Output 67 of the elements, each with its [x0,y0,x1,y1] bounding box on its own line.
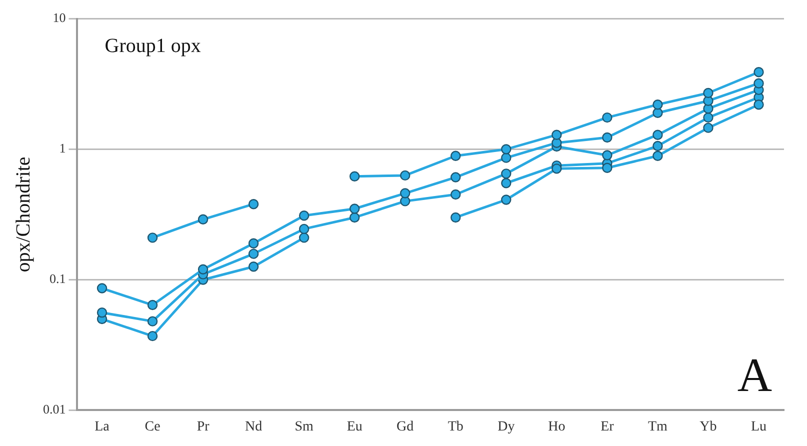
point [147,300,158,310]
x-tick-label: Yb [700,419,717,434]
point [96,283,108,294]
point [602,112,612,123]
y-tick-label: 0.1 [50,271,66,286]
point [602,162,612,173]
point [501,168,512,179]
x-tick-label: Tm [648,419,668,434]
x-tick-label: Ce [144,419,160,434]
point [147,316,158,326]
x-tick-label: Ho [548,419,566,434]
x-tick-label: Sm [294,419,314,434]
x-tick-label: Eu [346,419,362,434]
x-tick-label: Tb [448,419,464,434]
point [298,232,310,243]
x-tick-label: La [94,419,110,434]
point [350,204,360,214]
point [248,248,259,259]
point [147,330,158,342]
point [96,307,108,318]
annotation: A [737,348,772,402]
point [400,188,410,198]
point [248,262,259,272]
point [450,150,461,161]
x-tick-label: Dy [498,419,515,434]
point [754,99,764,110]
point [552,130,562,140]
point [602,132,612,143]
y-tick-label: 10 [52,10,66,26]
point [652,150,663,161]
x-tick-label: Nd [245,419,262,434]
x-tick-label: Er [600,419,614,434]
x-tick-label: Lu [750,419,767,434]
point [703,88,714,98]
point [501,194,512,205]
y-tick-label: 1 [59,140,66,156]
point [248,238,259,248]
point [198,264,208,275]
point [501,152,512,163]
point [400,170,410,181]
point [652,99,663,110]
point [703,122,714,133]
point [652,108,663,118]
point [754,78,764,88]
annotation: Group1 opx [104,35,201,58]
y-axis-title: opx/Chondrite [12,156,34,272]
point [501,144,512,154]
y-tick-label: 0.01 [43,402,66,417]
point [552,164,562,174]
point [450,212,461,223]
point [703,112,714,123]
point [450,189,461,200]
point [602,150,612,160]
point [652,140,663,152]
x-tick-label: Pr [196,419,210,434]
point [652,130,663,140]
point [198,214,208,225]
point [350,212,360,223]
point [298,224,310,234]
x-tick-label: Gd [396,419,414,434]
point [450,172,461,182]
point [350,171,360,182]
point [248,198,259,210]
point [298,210,310,221]
point [754,67,764,78]
point [147,232,158,243]
point [501,178,512,188]
